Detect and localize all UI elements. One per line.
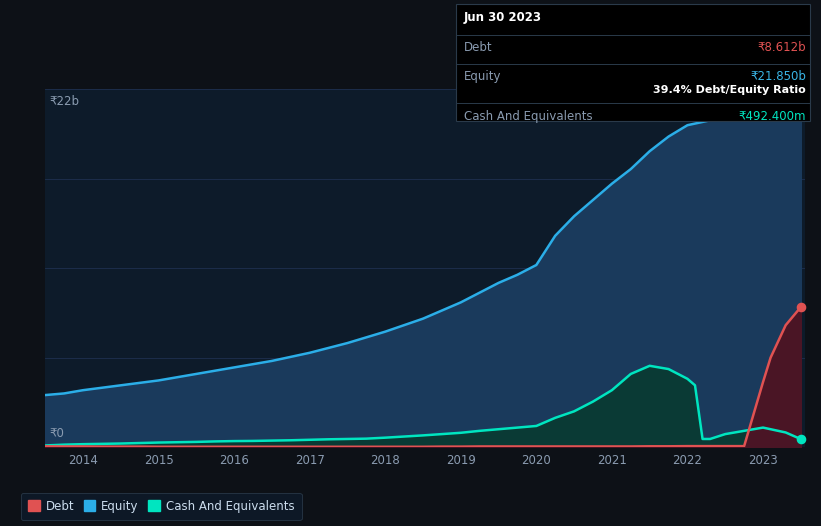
Text: 39.4% Debt/Equity Ratio: 39.4% Debt/Equity Ratio bbox=[654, 85, 806, 95]
Text: ₹0: ₹0 bbox=[49, 427, 64, 440]
Text: Cash And Equivalents: Cash And Equivalents bbox=[464, 110, 593, 123]
Text: ₹22b: ₹22b bbox=[49, 95, 79, 108]
Text: ₹8.612b: ₹8.612b bbox=[758, 42, 806, 54]
Point bbox=[794, 88, 807, 96]
Legend: Debt, Equity, Cash And Equivalents: Debt, Equity, Cash And Equivalents bbox=[21, 493, 301, 520]
Text: Debt: Debt bbox=[464, 42, 493, 54]
Text: ₹492.400m: ₹492.400m bbox=[739, 110, 806, 123]
Point bbox=[794, 435, 807, 443]
Point bbox=[794, 303, 807, 311]
Text: ₹21.850b: ₹21.850b bbox=[750, 70, 806, 83]
Text: Jun 30 2023: Jun 30 2023 bbox=[464, 11, 542, 24]
Text: Equity: Equity bbox=[464, 70, 502, 83]
